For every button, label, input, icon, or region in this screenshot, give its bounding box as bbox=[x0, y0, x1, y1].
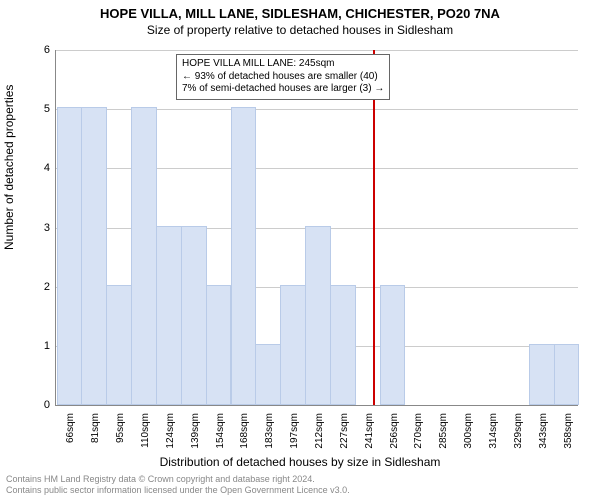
x-tick-label: 95sqm bbox=[115, 413, 126, 443]
histogram-bar bbox=[81, 107, 107, 405]
x-tick-label: 110sqm bbox=[140, 413, 151, 448]
footer-attribution: Contains HM Land Registry data © Crown c… bbox=[6, 474, 350, 496]
x-tick-label: 154sqm bbox=[215, 413, 226, 449]
histogram-bar bbox=[255, 344, 281, 405]
x-tick-label: 139sqm bbox=[190, 413, 201, 449]
histogram-bar bbox=[181, 226, 207, 406]
x-tick-label: 66sqm bbox=[65, 413, 76, 443]
y-tick-label: 4 bbox=[44, 162, 50, 174]
histogram-bar bbox=[305, 226, 331, 406]
x-tick-label: 197sqm bbox=[289, 413, 300, 449]
histogram-bar bbox=[156, 226, 182, 406]
y-tick-label: 3 bbox=[44, 222, 50, 234]
histogram-bar bbox=[529, 344, 555, 405]
histogram-bar bbox=[206, 285, 232, 405]
reference-line bbox=[373, 50, 375, 405]
annotation-box: HOPE VILLA MILL LANE: 245sqm← 93% of det… bbox=[176, 54, 390, 100]
y-tick-label: 2 bbox=[44, 281, 50, 293]
x-axis-label: Distribution of detached houses by size … bbox=[0, 455, 600, 469]
y-axis-label: Number of detached properties bbox=[2, 85, 16, 250]
y-tick-label: 1 bbox=[44, 340, 50, 352]
histogram-bar bbox=[330, 285, 356, 405]
x-tick-label: 183sqm bbox=[264, 413, 275, 449]
histogram-bar bbox=[131, 107, 157, 405]
x-tick-label: 168sqm bbox=[239, 413, 250, 449]
x-tick-label: 343sqm bbox=[538, 413, 549, 449]
y-tick-label: 5 bbox=[44, 103, 50, 115]
annot-line1: HOPE VILLA MILL LANE: 245sqm bbox=[182, 58, 384, 71]
histogram-bar bbox=[231, 107, 257, 405]
y-tick-label: 6 bbox=[44, 44, 50, 56]
footer-line-1: Contains HM Land Registry data © Crown c… bbox=[6, 474, 350, 485]
x-tick-label: 270sqm bbox=[413, 413, 424, 449]
histogram-bar bbox=[57, 107, 83, 405]
histogram-bar bbox=[280, 285, 306, 405]
x-tick-label: 227sqm bbox=[339, 413, 350, 449]
x-tick-label: 300sqm bbox=[463, 413, 474, 449]
gridline bbox=[56, 50, 578, 51]
x-tick-label: 285sqm bbox=[438, 413, 449, 449]
x-tick-label: 358sqm bbox=[563, 413, 574, 449]
annot-line3: 7% of semi-detached houses are larger (3… bbox=[182, 83, 384, 96]
chart-container: HOPE VILLA, MILL LANE, SIDLESHAM, CHICHE… bbox=[0, 0, 600, 500]
histogram-bar bbox=[380, 285, 406, 405]
y-tick-label: 0 bbox=[44, 399, 50, 411]
x-tick-label: 314sqm bbox=[488, 413, 499, 449]
x-tick-label: 256sqm bbox=[389, 413, 400, 449]
x-tick-label: 241sqm bbox=[364, 413, 375, 449]
chart-subtitle: Size of property relative to detached ho… bbox=[0, 21, 600, 37]
x-tick-label: 212sqm bbox=[314, 413, 325, 449]
histogram-bar bbox=[106, 285, 132, 405]
histogram-bar bbox=[554, 344, 580, 405]
x-tick-label: 81sqm bbox=[90, 413, 101, 443]
annot-line2: ← 93% of detached houses are smaller (40… bbox=[182, 71, 384, 84]
footer-line-2: Contains public sector information licen… bbox=[6, 485, 350, 496]
x-tick-label: 329sqm bbox=[513, 413, 524, 449]
plot-area: 012345666sqm81sqm95sqm110sqm124sqm139sqm… bbox=[55, 50, 578, 406]
chart-title: HOPE VILLA, MILL LANE, SIDLESHAM, CHICHE… bbox=[0, 0, 600, 21]
x-tick-label: 124sqm bbox=[165, 413, 176, 449]
